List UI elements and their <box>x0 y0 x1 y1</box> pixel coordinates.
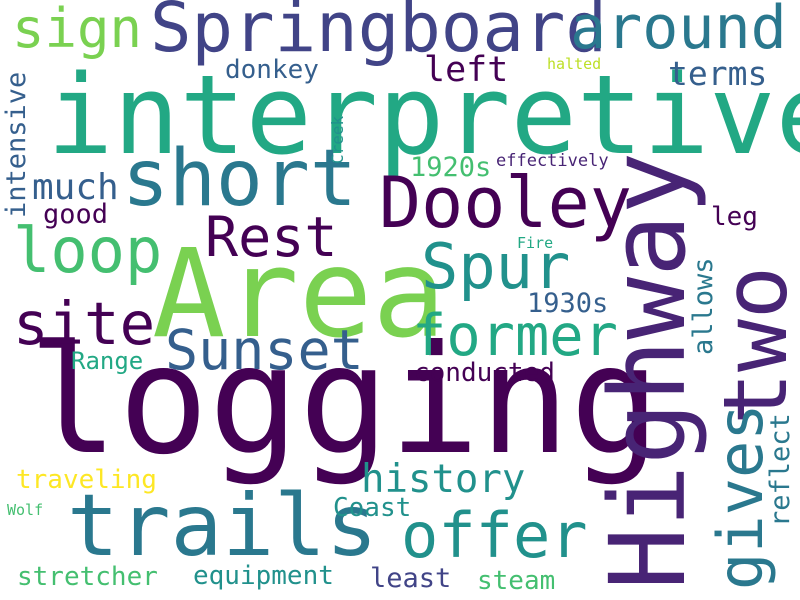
word-loop: loop <box>13 214 163 287</box>
word-allows: allows <box>688 257 719 355</box>
word-area: Area <box>152 223 446 365</box>
word-history: history <box>361 457 526 502</box>
word-effectively: effectively <box>496 151 609 171</box>
word-creek: Creek <box>328 115 347 164</box>
word-equipment: equipment <box>193 561 334 591</box>
word-intensive: intensive <box>1 71 32 218</box>
word-short: short <box>122 134 357 224</box>
word-former: former <box>412 303 618 369</box>
word-steam: steam <box>477 566 556 596</box>
word-logging: logging <box>28 314 661 488</box>
word-gives: gives <box>704 403 777 590</box>
word-highway: Highway <box>587 151 709 590</box>
word-around: around <box>570 0 787 63</box>
word-stretcher: stretcher <box>17 562 158 592</box>
word-reflect: reflect <box>765 413 796 527</box>
word-spur: Spur <box>421 230 571 303</box>
word-traveling: traveling <box>16 465 157 495</box>
word-interpretive: interpretive <box>47 51 800 179</box>
word-sunset: Sunset <box>165 318 364 382</box>
word-dooley: Dooley <box>379 162 632 244</box>
word-1920s: 1920s <box>410 152 492 183</box>
word-fire: Fire <box>517 234 554 252</box>
word-site: site <box>13 289 156 358</box>
word-two: two <box>704 266 800 425</box>
word-trails: trails <box>67 476 378 576</box>
word-rest: Rest <box>205 205 338 269</box>
word-conducted: conducted <box>414 358 555 388</box>
word-much: much <box>32 167 119 208</box>
word-wolf: Wolf <box>7 501 44 519</box>
word-1930s: 1930s <box>527 288 609 319</box>
word-springboard: Springboard <box>150 0 607 68</box>
word-terms: terms <box>668 54 768 93</box>
word-left: left <box>424 50 509 90</box>
word-coast: Coast <box>333 493 412 523</box>
word-least: least <box>370 563 452 594</box>
word-offer: offer <box>401 499 588 572</box>
word-range: Range <box>71 347 144 375</box>
word-halted: halted <box>547 55 602 73</box>
word-donkey: donkey <box>225 55 319 85</box>
word-sign: sign <box>12 0 143 60</box>
word-leg: leg <box>711 202 758 232</box>
word-good: good <box>43 199 109 230</box>
